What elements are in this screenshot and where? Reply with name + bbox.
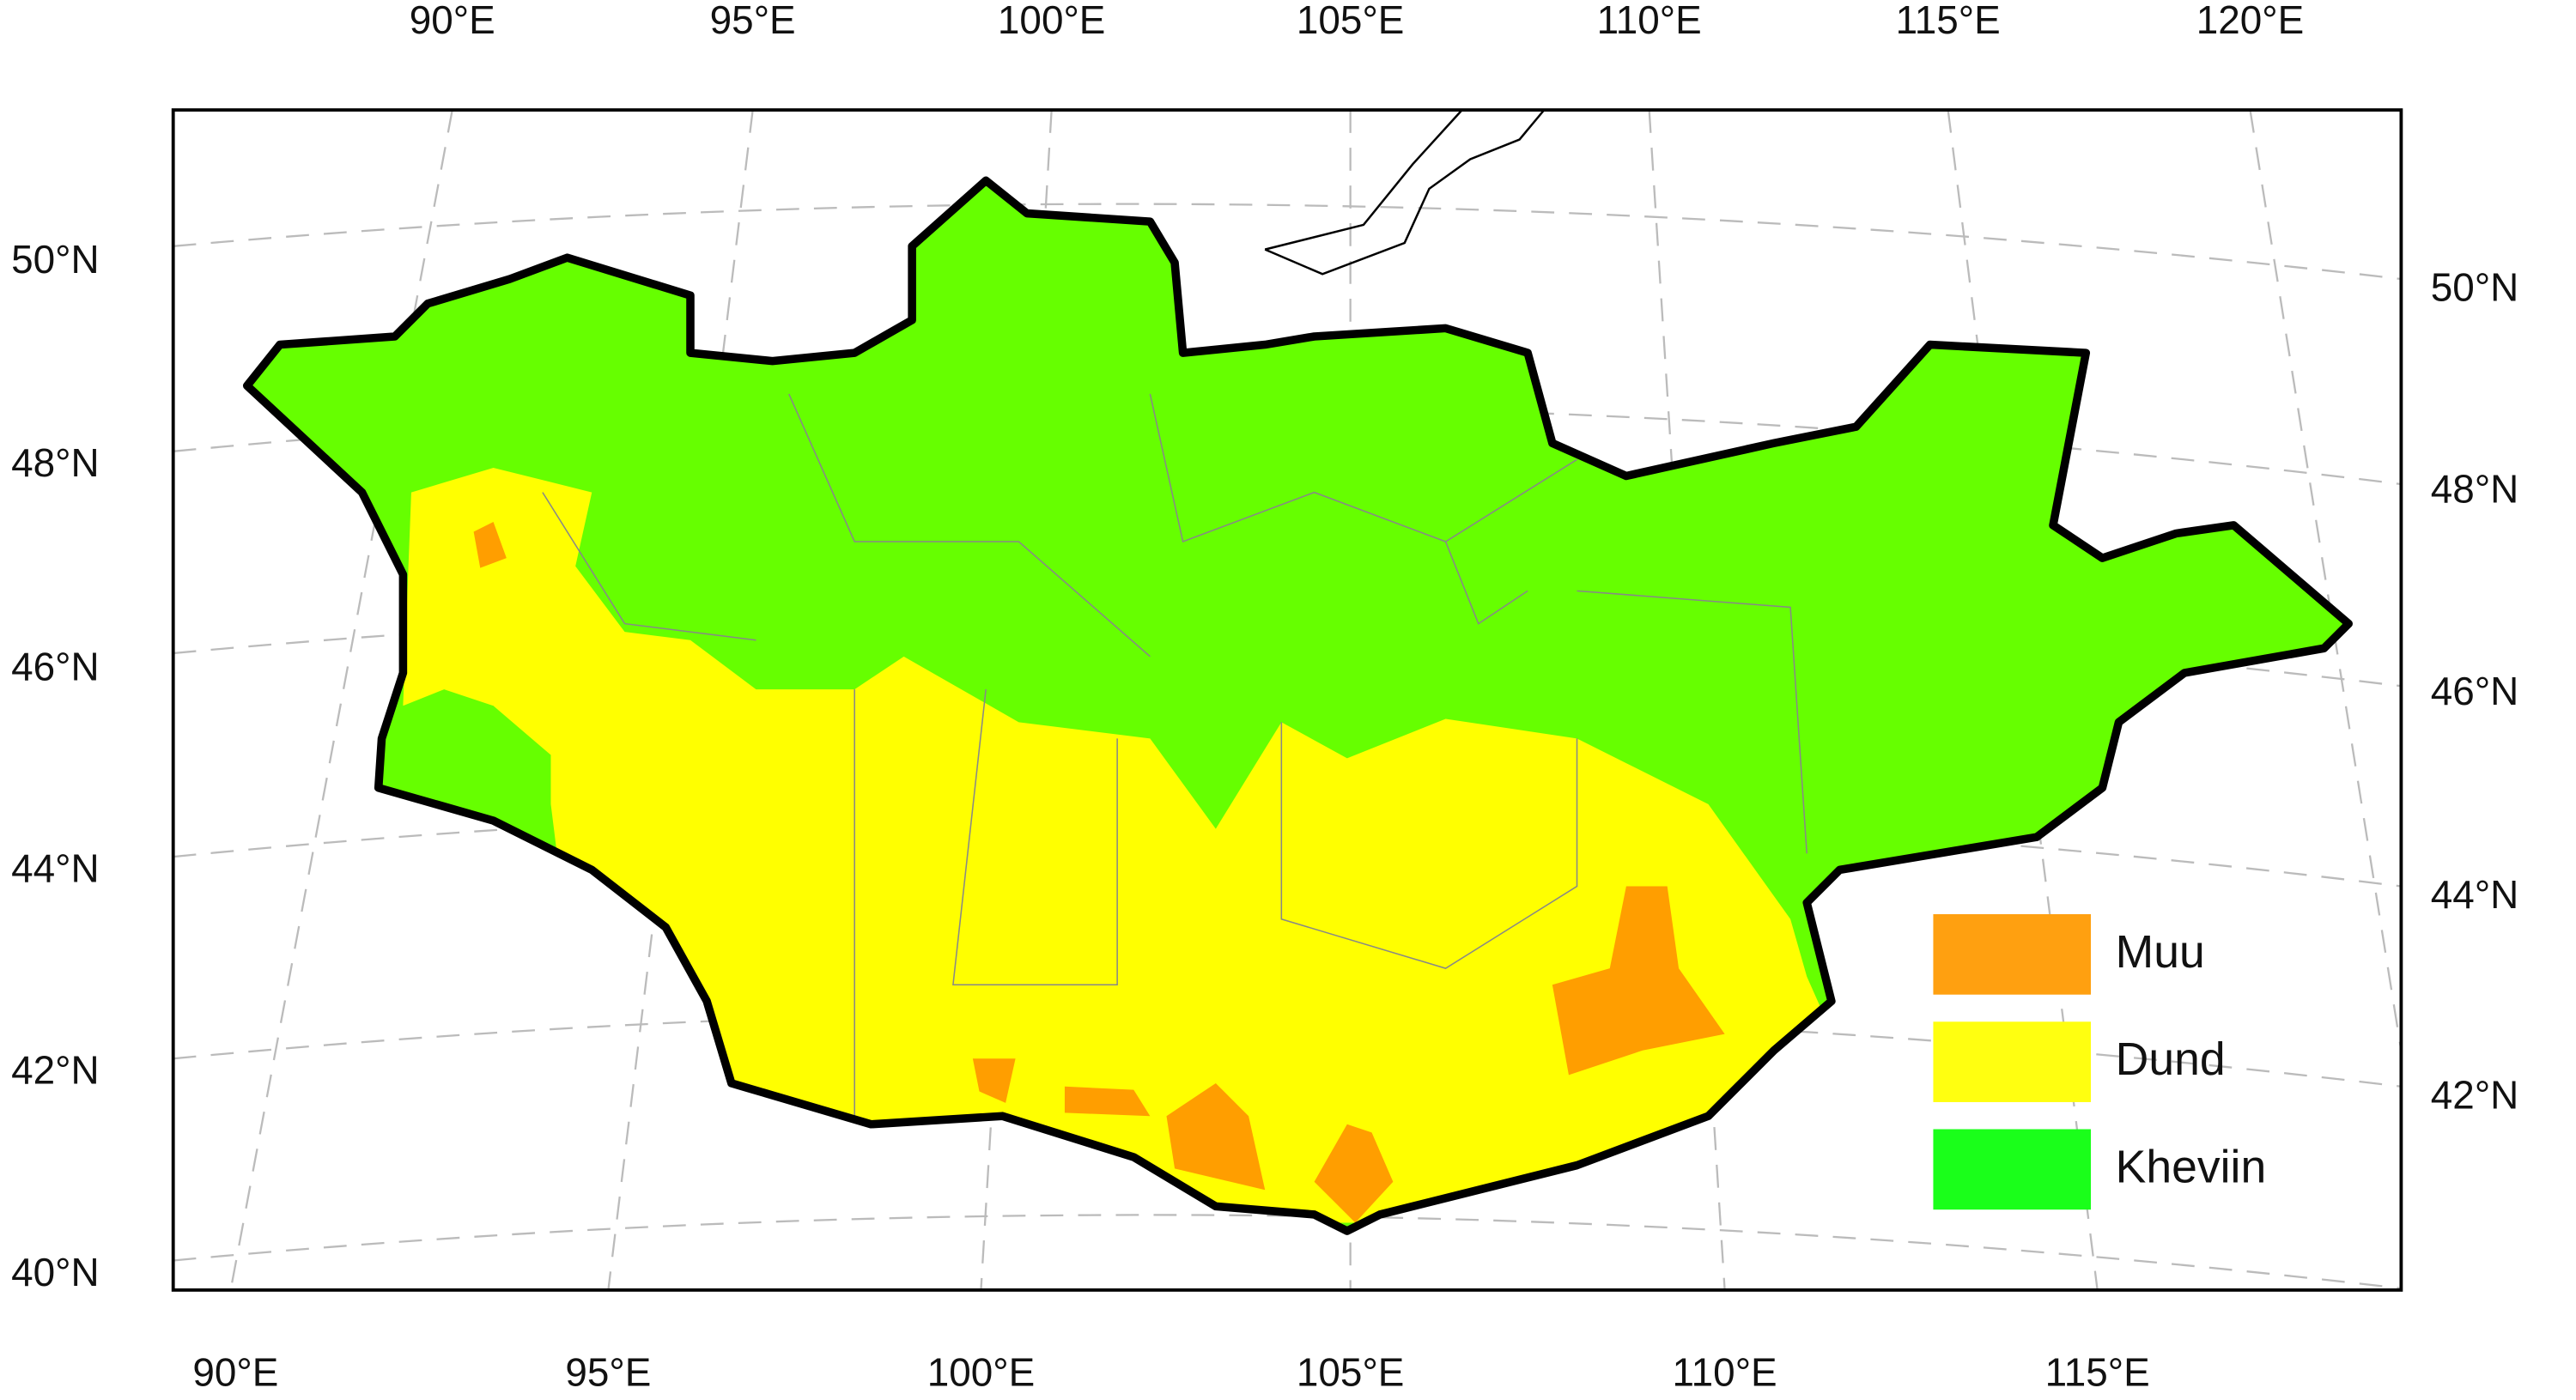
zone-orange — [1064, 1086, 1151, 1117]
left-latitude-label: 48°N — [11, 440, 100, 485]
zone-orange — [972, 1058, 1016, 1103]
left-latitude-label: 42°N — [11, 1048, 100, 1093]
top-longitude-label: 105°E — [1297, 0, 1404, 42]
right-latitude-label: 48°N — [2431, 467, 2519, 512]
legend-label: Kheviin — [2116, 1142, 2267, 1192]
zone-orange — [473, 522, 507, 568]
legend-swatch — [1933, 1129, 2092, 1210]
legend-label: Dund — [2116, 1034, 2226, 1085]
top-longitude-label: 95°E — [710, 0, 796, 42]
top-longitude-label: 120°E — [2196, 0, 2304, 42]
bottom-longitude-label: 105°E — [1297, 1349, 1404, 1394]
country-border — [242, 176, 2353, 1235]
neighbor-border — [1264, 109, 1546, 276]
bottom-longitude-label: 110°E — [1673, 1349, 1777, 1394]
bottom-longitude-label: 90°E — [192, 1349, 278, 1394]
left-latitude-label: 44°N — [11, 845, 100, 890]
zone-orange — [1166, 1082, 1266, 1191]
legend-swatch — [1933, 914, 2092, 995]
right-latitude-label: 42°N — [2431, 1072, 2519, 1117]
right-latitude-label: 46°N — [2431, 669, 2519, 713]
zone-orange — [1314, 1124, 1394, 1223]
top-longitude-label: 100°E — [998, 0, 1105, 42]
map-frame — [171, 108, 2403, 1292]
top-longitude-label: 110°E — [1597, 0, 1702, 42]
zone-yellow — [403, 467, 1840, 1223]
zone-green-sw — [361, 689, 551, 821]
left-latitude-label: 50°N — [11, 237, 100, 282]
right-latitude-label: 44°N — [2431, 872, 2519, 917]
left-latitude-label: 40°N — [11, 1250, 100, 1294]
top-longitude-label: 115°E — [1896, 0, 2001, 42]
zone-orange — [1552, 886, 1725, 1076]
axis-labels: 90°E 95°E 100°E 105°E 110°E 115°E 120°E 90°E 95°… — [11, 0, 2518, 1394]
left-latitude-label: 46°N — [11, 644, 100, 688]
neighbor-border — [1264, 109, 1463, 251]
legend: Muu Dund Kheviin — [1933, 914, 2267, 1210]
legend-label: Muu — [2116, 927, 2205, 978]
bottom-longitude-label: 95°E — [565, 1349, 651, 1394]
bottom-longitude-label: 100°E — [927, 1349, 1035, 1394]
right-latitude-label: 50°N — [2431, 265, 2519, 310]
bottom-longitude-label: 115°E — [2045, 1349, 2150, 1394]
top-longitude-label: 90°E — [410, 0, 495, 42]
legend-swatch — [1933, 1021, 2092, 1102]
